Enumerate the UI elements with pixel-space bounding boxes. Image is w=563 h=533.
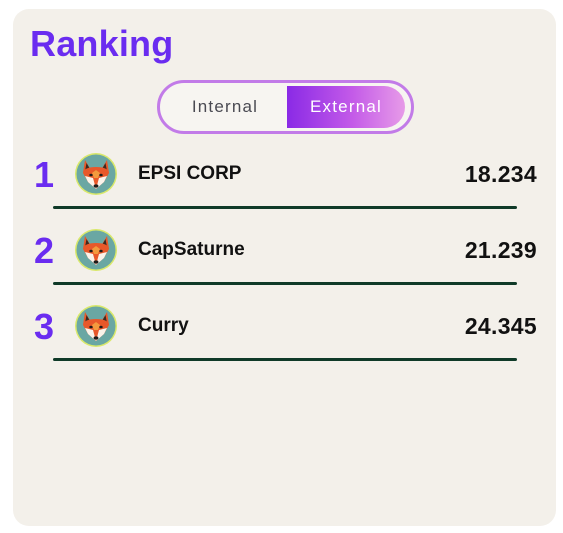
rank-number: 2 <box>33 230 55 271</box>
ranking-title: Ranking <box>30 23 174 64</box>
ranking-row[interactable]: 1 EPSI CORP 18.234 <box>13 152 556 212</box>
tab-internal[interactable]: Internal <box>191 97 259 116</box>
team-name[interactable]: Curry <box>138 315 189 336</box>
ranking-row[interactable]: 2 CapSaturne 21.239 <box>13 228 556 288</box>
team-score: 18.234 <box>464 161 537 187</box>
team-name[interactable]: CapSaturne <box>138 239 245 260</box>
rank-number: 3 <box>33 306 55 347</box>
team-name[interactable]: EPSI CORP <box>138 163 242 184</box>
row-divider <box>53 358 517 361</box>
tab-external[interactable]: External <box>287 86 405 128</box>
row-divider <box>53 206 517 209</box>
ranking-card: Ranking Internal External 1 E <box>13 9 556 526</box>
team-score: 24.345 <box>464 313 537 339</box>
fox-avatar-icon <box>74 228 118 272</box>
fox-avatar-icon <box>74 304 118 348</box>
row-divider <box>53 282 517 285</box>
ranking-scope-toggle: Internal External <box>157 80 414 134</box>
rank-number: 1 <box>33 154 55 195</box>
fox-avatar-icon <box>74 152 118 196</box>
ranking-row[interactable]: 3 Curry 24.345 <box>13 304 556 364</box>
team-score: 21.239 <box>464 237 537 263</box>
